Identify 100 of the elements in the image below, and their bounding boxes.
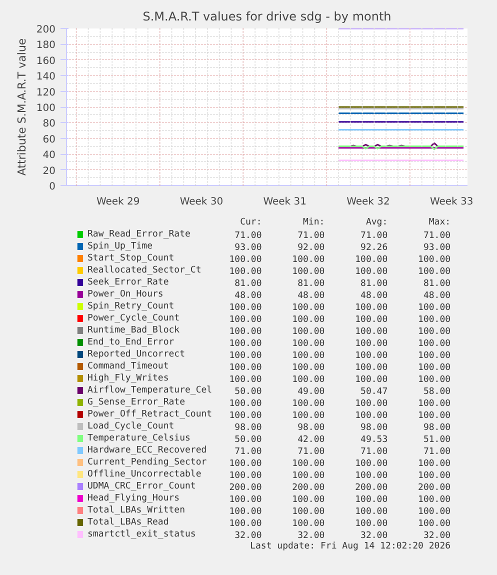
text: 48.00 [234,291,262,301]
y-tick-label: 120 [36,87,56,98]
text: 100.00 [292,495,325,505]
legend-label: smartctl_exit_status [87,530,196,540]
text: 100.00 [355,495,388,505]
text: 98.00 [234,423,262,433]
text: 100.00 [292,519,325,529]
text: 100.00 [229,375,262,385]
text: 48.00 [298,291,325,301]
y-tick-label: 180 [36,40,56,52]
text: 49.53 [360,435,388,445]
text: 100.00 [355,411,388,421]
y-axis-title: Attribute S.M.A.R.T value [15,38,28,176]
text: 100.00 [418,339,451,349]
text: 100.00 [292,255,325,265]
legend-label: Airflow_Temperature_Cel [87,386,212,396]
text: 100.00 [418,315,451,325]
y-tick-label: 40 [42,150,56,162]
text: 81.00 [234,279,262,289]
text: 48.00 [423,291,451,301]
text: 100.00 [292,459,325,469]
text: 71.00 [234,447,262,457]
legend-label: Reallocated_Sector_Ct [87,266,202,276]
text: 100.00 [229,339,262,349]
text: 100.00 [229,519,262,529]
text: 71.00 [234,231,262,241]
y-tick-label: 0 [49,182,56,192]
text: 100.00 [418,327,451,337]
legend-label: End_to_End_Error [87,338,175,348]
text: 81.00 [298,279,325,289]
text: 100.00 [229,459,262,469]
text: 100.00 [292,363,325,373]
text: 100.00 [418,375,451,385]
text: 100.00 [229,411,262,421]
text: 100.00 [229,495,262,505]
y-tick-label: 100 [36,103,56,114]
text: 100.00 [355,267,388,277]
text: 100.00 [292,507,325,517]
text: 100.00 [418,507,451,517]
y-tick-label: 160 [36,56,56,67]
legend-label: Current_Pending_Sector [87,458,208,468]
text: 100.00 [418,459,451,469]
text: 71.00 [423,231,451,241]
text: Max: [428,218,451,228]
text: 32.00 [360,531,388,541]
text: 81.00 [360,279,388,289]
text: 100.00 [418,495,451,505]
legend-label: Hardware_ECC_Recovered [87,446,207,456]
x-tick-label: Week 32 [346,196,390,208]
text: 100.00 [355,351,388,361]
y-tick-label: 60 [42,134,56,146]
text: 71.00 [298,447,325,457]
legend-label: Total_LBAs_Read [87,518,169,528]
text: 100.00 [292,303,325,313]
legend-label: Seek_Error_Rate [87,278,169,288]
text: 100.00 [418,399,451,409]
text: 92.00 [298,243,325,253]
text: Cur: [240,218,262,228]
legend-label: Command_Timeout [87,362,169,372]
text: 100.00 [292,411,325,421]
text: Min: [303,218,325,228]
legend-label: Start_Stop_Count [87,254,174,264]
text: 93.00 [423,243,451,253]
text: Avg: [366,218,388,228]
text: 100.00 [292,327,325,337]
text: 200.00 [229,483,262,493]
legend-label: Total_LBAs_Written [87,506,186,516]
legend-label: Runtime_Bad_Block [87,326,180,336]
text: 100.00 [229,351,262,361]
text: 100.00 [418,351,451,361]
legend-label: UDMA_CRC_Error_Count [87,482,196,492]
text: 48.00 [360,291,388,301]
text: Last update: Fri Aug 14 12:02:20 2026 [250,542,451,552]
legend-label: Temperature_Celsius [87,434,190,444]
text: 200.00 [418,483,451,493]
text: 100.00 [292,315,325,325]
text: 32.00 [423,531,451,541]
x-tick-label: Week 31 [263,196,307,208]
text: 100.00 [418,267,451,277]
text: 98.00 [423,423,451,433]
text: 100.00 [355,375,388,385]
legend-label: Load_Cycle_Count [87,422,174,432]
text: 100.00 [418,303,451,313]
legend-label: Head_Flying_Hours [87,494,180,504]
text: 100.00 [355,255,388,265]
text: 100.00 [229,255,262,265]
y-tick-label: 80 [42,118,56,130]
legend-label: Spin_Up_Time [87,242,153,252]
text: 100.00 [229,471,262,481]
legend-label: Spin_Retry_Count [87,302,174,312]
y-tick-label: 200 [36,24,56,36]
text: 100.00 [355,399,388,409]
text: 100.00 [229,303,262,313]
text: 42.00 [298,435,325,445]
legend-label: Power_Off_Retract_Count [87,410,212,420]
text: 71.00 [298,231,325,241]
text: 100.00 [355,519,388,529]
x-tick-label: Week 33 [430,196,474,208]
text: 50.00 [234,435,262,445]
legend-label: Reported_Uncorrect [87,350,186,360]
